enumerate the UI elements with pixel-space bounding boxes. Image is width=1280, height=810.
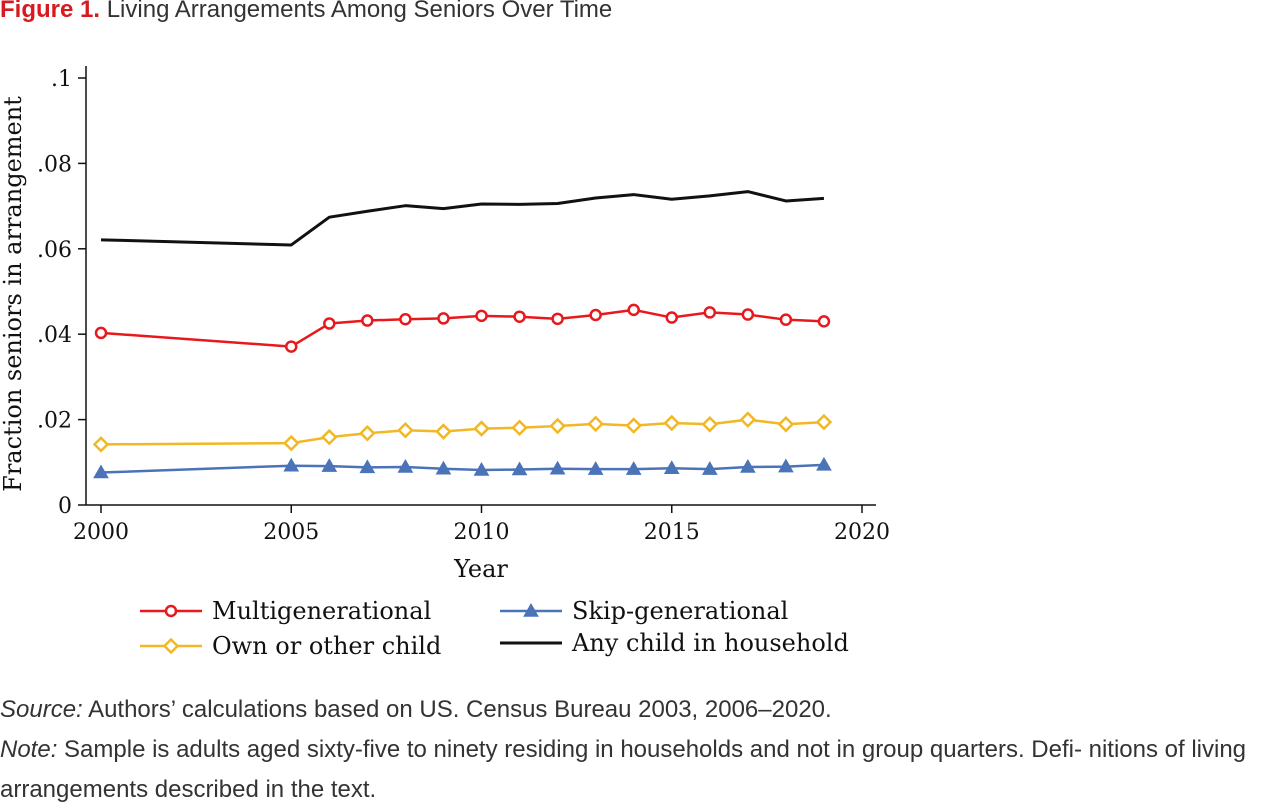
legend-item-own-or-other-child: Own or other child: [140, 632, 441, 660]
series-multigenerational: [94, 303, 831, 353]
data-point-multigenerational: [817, 315, 831, 328]
data-point-own-or-other-child: [549, 417, 566, 435]
data-point-skip-generational: [663, 460, 680, 475]
data-point-skip-generational: [511, 461, 528, 476]
x-axis-label: Year: [453, 555, 508, 583]
legend-label-any-child-in-household: Any child in household: [571, 629, 849, 657]
legend-item-skip-generational: Skip-generational: [500, 597, 788, 625]
data-point-multigenerational: [361, 314, 374, 327]
legend-item-any-child-in-household: Any child in household: [500, 629, 849, 657]
data-point-multigenerational: [703, 306, 717, 319]
data-point-skip-generational: [283, 457, 300, 472]
data-point-skip-generational: [739, 458, 756, 473]
data-point-own-or-other-child: [511, 419, 528, 436]
data-point-own-or-other-child: [321, 428, 338, 446]
y-tick-label: 0: [58, 494, 72, 519]
data-point-multigenerational: [665, 311, 678, 324]
data-point-multigenerational: [513, 310, 526, 323]
data-point-skip-generational: [93, 464, 109, 479]
source-line: Source: Authors’ calculations based on U…: [0, 690, 1280, 730]
data-point-own-or-other-child: [435, 423, 452, 440]
series-line-any-child-in-household: [100, 190, 825, 247]
data-point-multigenerational: [323, 317, 336, 330]
data-point-own-or-other-child: [92, 436, 110, 453]
data-point-own-or-other-child: [473, 420, 490, 437]
legend-marker-multigenerational: [164, 604, 178, 618]
data-point-own-or-other-child: [663, 414, 681, 432]
series-line-own-or-other-child: [100, 418, 825, 446]
series-line-multigenerational: [100, 308, 825, 348]
data-point-multigenerational: [627, 303, 640, 317]
series-own-or-other-child: [92, 411, 833, 453]
note-line: Note: Sample is adults aged sixty-five t…: [0, 730, 1280, 810]
y-tick-label: .08: [37, 152, 72, 177]
data-point-skip-generational: [397, 458, 414, 473]
note-label: Note:: [0, 736, 58, 763]
y-tick-label: .04: [37, 323, 72, 348]
line-chart: 0 .02 .04 .06 .08 .1 2000 2005 2010 2015 2020 Year…: [0, 66, 890, 660]
data-point-multigenerational: [437, 312, 450, 325]
y-tick-label: .02: [37, 409, 72, 434]
data-point-own-or-other-child: [397, 422, 414, 439]
data-point-skip-generational: [778, 458, 794, 473]
data-point-multigenerational: [741, 308, 755, 321]
legend-marker-own-or-other-child: [162, 637, 180, 655]
data-point-skip-generational: [625, 461, 642, 475]
legend-item-multigenerational: Multigenerational: [140, 597, 431, 625]
y-axis-label: Fraction seniors in arrangement: [0, 96, 27, 492]
x-tick-label: 2010: [454, 520, 510, 545]
legend-label-multigenerational: Multigenerational: [212, 597, 431, 625]
data-point-multigenerational: [589, 308, 602, 322]
data-point-skip-generational: [816, 456, 832, 471]
data-point-own-or-other-child: [815, 413, 833, 431]
series-any-child-in-household: [100, 190, 825, 247]
source-label: Source:: [0, 696, 83, 723]
data-point-own-or-other-child: [587, 415, 604, 433]
data-point-skip-generational: [321, 458, 338, 472]
data-point-own-or-other-child: [739, 411, 757, 428]
data-point-multigenerational: [475, 309, 488, 323]
series-skip-generational: [93, 456, 832, 479]
figure-label: Figure 1.: [0, 0, 101, 23]
data-point-multigenerational: [94, 326, 108, 340]
legend: Multigenerational Skip-generational Own or…: [140, 597, 849, 660]
data-point-skip-generational: [435, 460, 452, 475]
figure-notes: Source: Authors’ calculations based on U…: [0, 690, 1280, 810]
note-text: Sample is adults aged sixty-five to nine…: [0, 736, 1247, 803]
legend-label-skip-generational: Skip-generational: [572, 597, 788, 625]
data-point-own-or-other-child: [701, 416, 719, 433]
data-point-own-or-other-child: [359, 424, 376, 442]
data-point-skip-generational: [549, 460, 566, 475]
x-tick-label: 2020: [834, 520, 890, 545]
data-point-multigenerational: [285, 340, 298, 353]
legend-label-own-or-other-child: Own or other child: [212, 632, 441, 660]
data-point-skip-generational: [359, 459, 376, 474]
y-tick-label: .06: [37, 238, 72, 263]
series-line-skip-generational: [100, 463, 825, 474]
x-tick-label: 2015: [644, 520, 700, 545]
x-tick-label: 2000: [73, 520, 129, 545]
data-point-skip-generational: [473, 461, 490, 476]
data-point-own-or-other-child: [282, 434, 300, 452]
data-point-multigenerational: [779, 313, 793, 326]
legend-marker-skip-generational: [523, 602, 539, 617]
y-tick-label: .1: [51, 67, 72, 92]
data-point-skip-generational: [587, 461, 604, 475]
series-layer: [92, 190, 833, 479]
figure-title-text: Living Arrangements Among Seniors Over T…: [106, 0, 613, 23]
figure-title: Figure 1. Living Arrangements Among Seni…: [0, 0, 612, 24]
data-point-multigenerational: [399, 313, 412, 326]
data-point-own-or-other-child: [625, 417, 642, 434]
x-tick-label: 2005: [263, 520, 319, 545]
data-point-multigenerational: [551, 312, 564, 326]
axes: 0 .02 .04 .06 .08 .1 2000 2005 2010 2015 2020: [37, 66, 890, 545]
data-point-own-or-other-child: [777, 416, 795, 433]
source-text: Authors’ calculations based on US. Censu…: [82, 696, 832, 723]
data-point-skip-generational: [701, 461, 718, 475]
